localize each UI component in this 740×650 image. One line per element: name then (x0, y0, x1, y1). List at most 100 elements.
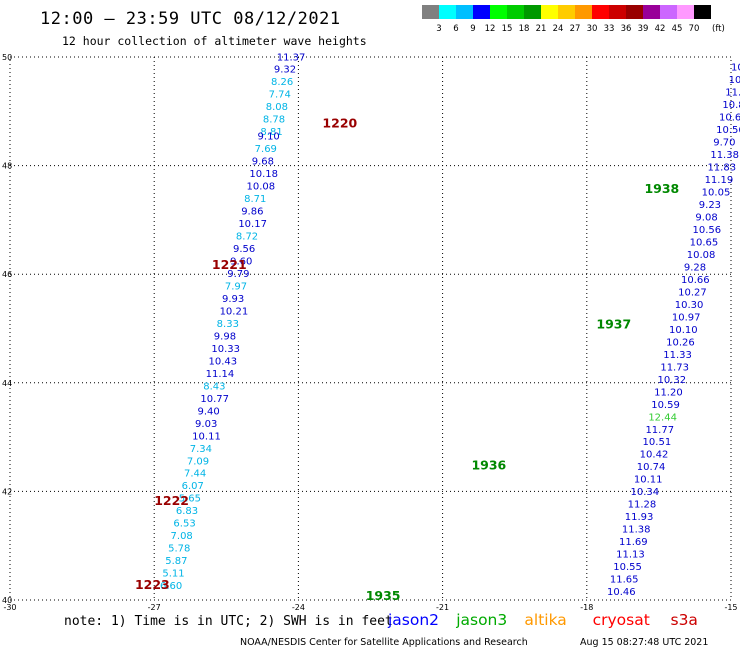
y-tick-label: 42 (2, 487, 12, 496)
colorbar-swatch (609, 5, 626, 19)
colorbar-label: 30 (587, 24, 598, 34)
footer-timestamp: Aug 15 08:27:48 UTC 2021 (580, 637, 708, 648)
swh-value: 11.14 (206, 369, 235, 380)
swh-value: 10.46 (607, 587, 636, 598)
colorbar-label: 15 (502, 24, 513, 34)
chart-title: 12:00 – 23:59 UTC 08/12/2021 (40, 9, 341, 29)
colorbar-label: 36 (621, 24, 632, 34)
colorbar-label: 27 (570, 24, 581, 34)
colorbar-swatch (490, 5, 507, 19)
swh-value: 10.26 (666, 337, 695, 348)
swh-value: 11.13 (616, 550, 645, 561)
colorbar-label: 24 (553, 24, 564, 34)
swh-value: 10.1 (729, 75, 740, 86)
colorbar-swatch (558, 5, 575, 19)
satellite-legend-item: jason3 (455, 611, 507, 629)
colorbar-swatch (592, 5, 609, 19)
swh-value: 12.44 (648, 412, 677, 423)
swh-value: 11.93 (625, 512, 654, 523)
swh-value: 11.37 (277, 52, 306, 63)
colorbar-legend: 3 6 9 12 15 18 21 24 27 30 33 36 39 42 45 70 (422, 5, 711, 34)
colorbar-label: 12 (485, 24, 496, 34)
colorbar-swatch (677, 5, 694, 19)
swh-value: 6.83 (176, 506, 198, 517)
swh-value: 10.17 (238, 219, 267, 230)
x-tick-label: -15 (724, 603, 737, 612)
swh-value: 11.69 (619, 537, 648, 548)
swh-value: 9.70 (713, 138, 735, 149)
colorbar-swatch (575, 5, 592, 19)
swh-value: 6.53 (173, 519, 195, 530)
swh-value: 5.78 (168, 544, 190, 555)
swh-value: 10.05 (702, 187, 731, 198)
colorbar-label: 33 (604, 24, 615, 34)
swh-value: 6.07 (182, 481, 204, 492)
pass-number: 1221 (212, 257, 247, 272)
colorbar-swatch (456, 5, 473, 19)
swh-value: 11.20 (654, 387, 683, 398)
swh-value: 11.28 (628, 500, 657, 511)
colorbar-label: 6 (453, 24, 458, 34)
swh-value: 10.10 (669, 325, 698, 336)
swh-value: 7.08 (171, 531, 193, 542)
satellite-legend: jason2 jason3 altika cryosat s3a (387, 611, 698, 629)
swh-value: 9.10 (258, 132, 280, 143)
swh-value: 11.15 (725, 88, 740, 99)
swh-value: 7.09 (187, 456, 209, 467)
pass-number: 1222 (154, 493, 189, 508)
colorbar-label: 3 (436, 24, 441, 34)
swh-value: 10.18 (249, 169, 278, 180)
x-tick-label: -27 (148, 603, 161, 612)
swh-value: 8.43 (203, 381, 225, 392)
colorbar-label: 70 (689, 24, 700, 34)
swh-value: 11.73 (660, 362, 689, 373)
x-tick-label: -18 (580, 603, 593, 612)
swh-value: 10.21 (220, 306, 249, 317)
swh-value: 9.32 (274, 65, 296, 76)
swh-value: 9.23 (699, 200, 721, 211)
colorbar-swatch (541, 5, 558, 19)
swh-value: 11.65 (610, 575, 639, 586)
footer-note: note: 1) Time is in UTC; 2) SWH is in fe… (64, 614, 393, 629)
swh-value: 7.74 (269, 90, 291, 101)
swh-value: 10.11 (634, 475, 663, 486)
swh-value: 10.59 (651, 400, 680, 411)
swh-value: 9.93 (222, 294, 244, 305)
pass-number: 1220 (322, 116, 357, 131)
swh-value: 7.97 (225, 281, 247, 292)
satellite-legend-item: s3a (671, 611, 698, 629)
colorbar-swatch (660, 5, 677, 19)
chart-subtitle: 12 hour collection of altimeter wave hei… (62, 34, 367, 48)
colorbar-swatch (422, 5, 439, 19)
swh-value: 8.08 (266, 102, 288, 113)
y-tick-label: 40 (2, 596, 12, 605)
swh-value: 11.19 (705, 175, 734, 186)
swh-value: 7.69 (255, 144, 277, 155)
colorbar-swatch (439, 5, 456, 19)
x-tick-label: -24 (292, 603, 305, 612)
pass-number: 1223 (135, 577, 170, 592)
colorbar-label: 42 (655, 24, 666, 34)
swh-value: 10.74 (637, 462, 666, 473)
pass-number: 1938 (644, 181, 679, 196)
swh-value: 10.30 (675, 300, 704, 311)
swh-value: 5.65 (179, 494, 201, 505)
swh-value: 8.78 (263, 115, 285, 126)
swh-value: 9.03 (195, 419, 217, 430)
swh-value: 10.32 (657, 375, 686, 386)
y-tick-label: 46 (2, 270, 12, 279)
satellite-legend-item: altika (524, 611, 566, 629)
swh-value: 8.81 (260, 127, 282, 138)
swh-value: 11.77 (645, 425, 674, 436)
swh-value: 9.79 (227, 269, 249, 280)
swh-value: 10.08 (687, 250, 716, 261)
swh-value: 11.38 (710, 150, 739, 161)
colorbar-swatch (507, 5, 524, 19)
swh-value: 11.33 (663, 350, 692, 361)
swh-value: 10.51 (643, 437, 672, 448)
colorbar-label: 9 (470, 24, 475, 34)
swh-value: 7.44 (184, 469, 206, 480)
swh-value: 9.68 (252, 157, 274, 168)
